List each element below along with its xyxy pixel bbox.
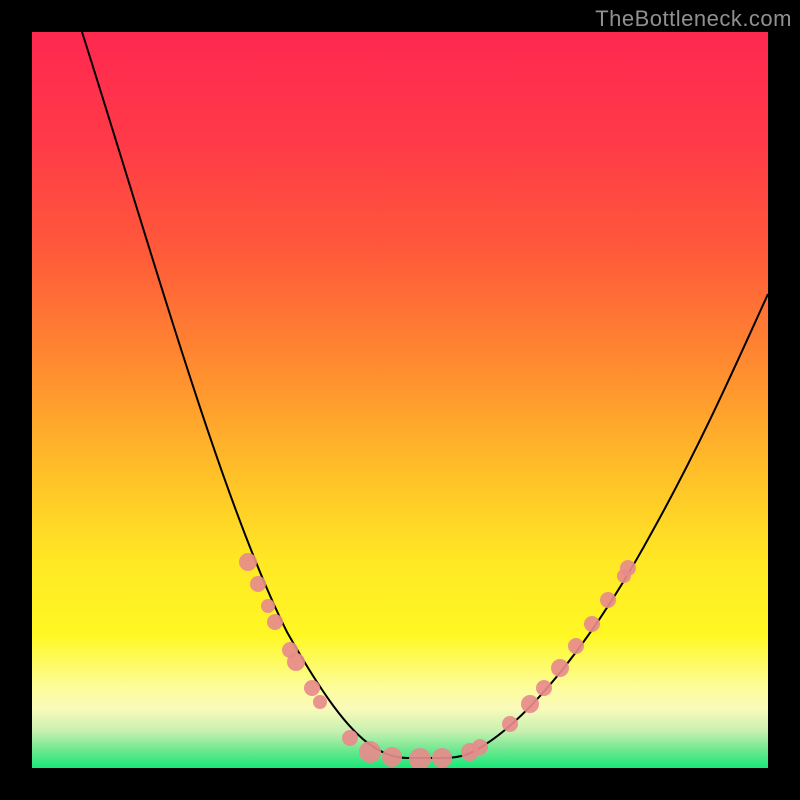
gradient-background bbox=[32, 32, 768, 768]
plot-area bbox=[32, 32, 768, 768]
watermark: TheBottleneck.com bbox=[595, 6, 792, 32]
